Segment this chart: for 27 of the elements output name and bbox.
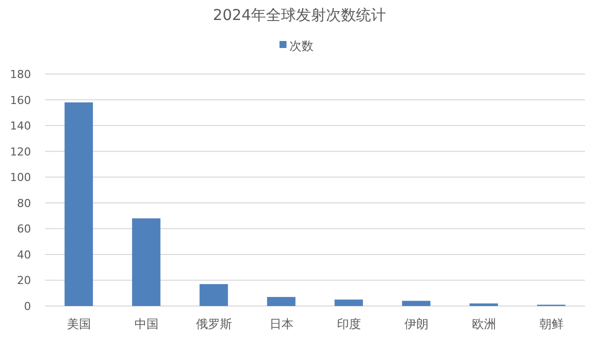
x-tick-label: 伊朗: [404, 317, 428, 331]
bar: [132, 218, 160, 306]
y-tick-label: 120: [10, 145, 31, 158]
y-tick-label: 160: [10, 94, 31, 107]
chart-title: 2024年全球发射次数统计: [212, 6, 386, 24]
bar: [334, 300, 363, 306]
y-tick-label: 80: [17, 196, 31, 210]
bar: [267, 296, 296, 306]
y-tick-label: 60: [17, 222, 31, 236]
x-tick-label: 朝鲜: [539, 317, 564, 331]
x-tick-label: 日本: [269, 317, 294, 331]
x-tick-label: 印度: [336, 317, 361, 331]
legend-label: 次数: [290, 39, 314, 53]
y-tick-label: 100: [10, 171, 31, 184]
y-tick-label: 40: [17, 248, 31, 262]
x-tick-label: 美国: [66, 317, 91, 331]
bar: [402, 300, 430, 306]
x-tick-label: 中国: [134, 317, 158, 331]
bar: [470, 303, 498, 306]
x-tick-label: 俄罗斯: [196, 317, 232, 331]
y-tick-label: 140: [10, 120, 31, 133]
y-tick-label: 0: [24, 300, 31, 313]
x-tick-label: 欧洲: [472, 317, 496, 331]
y-tick-label: 20: [17, 274, 31, 288]
y-tick-label: 180: [10, 68, 31, 81]
bar: [64, 102, 93, 306]
bar: [200, 284, 228, 306]
